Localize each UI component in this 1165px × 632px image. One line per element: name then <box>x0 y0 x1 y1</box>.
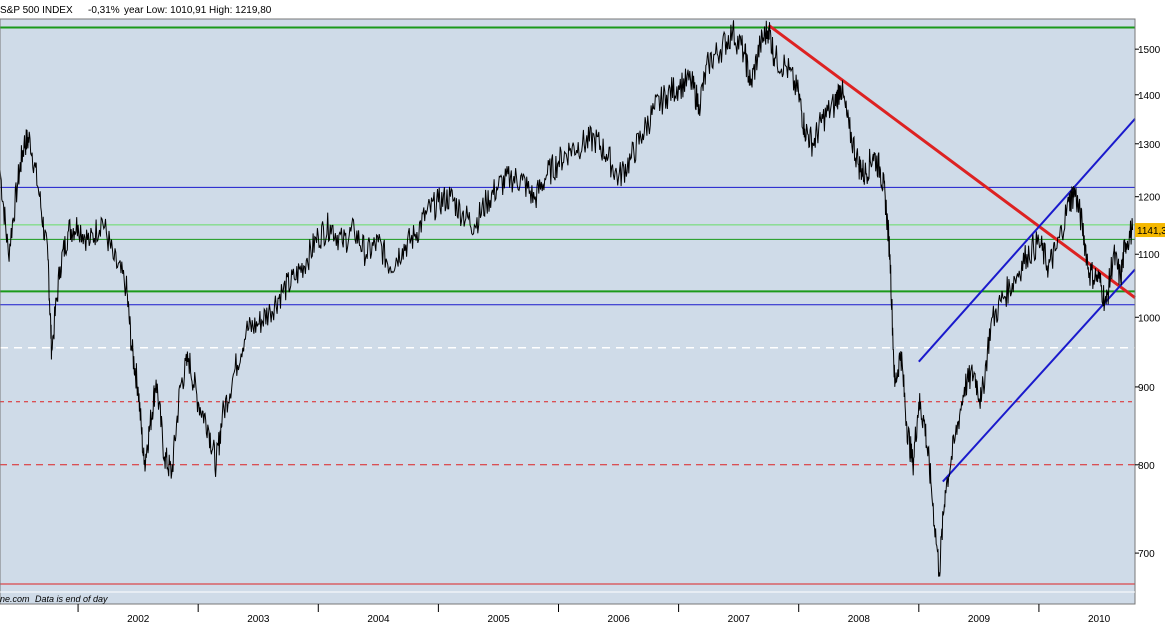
trend-line-1 <box>767 24 1136 299</box>
header-range: year Low: 1010,91 High: 1219,80 <box>124 5 272 16</box>
last-price-label: 1141,3 <box>1137 226 1165 237</box>
y-tick-label: 1200 <box>1138 193 1161 204</box>
y-tick-label: 1500 <box>1138 45 1161 56</box>
x-axis: 2002 2003 2004 2005 2006 2007 2008 2009 2010 <box>77 604 1111 625</box>
plot-border <box>0 18 1136 605</box>
y-tick-label: 1300 <box>1138 140 1161 151</box>
x-tick-label: 2007 <box>728 614 751 625</box>
footer-note: Data is end of day <box>35 594 108 604</box>
x-tick-label: 2004 <box>367 614 390 625</box>
last-price-badge: 1141,3 <box>1135 223 1165 238</box>
y-tick-label: 1400 <box>1138 91 1161 102</box>
header-symbol: S&P 500 INDEX <box>0 5 73 16</box>
x-tick-label: 2010 <box>1088 614 1111 625</box>
y-axis: 700 800 900 1000 1100 1200 1300 1400 1500 <box>1135 45 1161 560</box>
y-tick-label: 900 <box>1138 383 1155 394</box>
x-tick-label: 2003 <box>247 614 270 625</box>
x-tick-label: 2002 <box>127 614 150 625</box>
y-tick-label: 1100 <box>1138 250 1160 261</box>
header-bar <box>0 0 1165 18</box>
last-price-badge-bg <box>1135 223 1165 238</box>
y-tick-label: 700 <box>1138 549 1155 560</box>
price-series-line <box>0 20 1134 577</box>
plot-area <box>0 19 1135 604</box>
y-tick-label: 1000 <box>1138 313 1161 324</box>
trend-line-2 <box>918 118 1136 363</box>
header-change: -0,31% <box>88 5 120 16</box>
horizontal-levels <box>0 26 1135 585</box>
x-tick-label: 2008 <box>848 614 871 625</box>
y-tick-label: 800 <box>1138 461 1155 472</box>
x-tick-label: 2009 <box>968 614 991 625</box>
x-tick-label: 2006 <box>608 614 631 625</box>
footer-source: ne.com <box>0 594 30 604</box>
x-tick-label: 2005 <box>487 614 510 625</box>
